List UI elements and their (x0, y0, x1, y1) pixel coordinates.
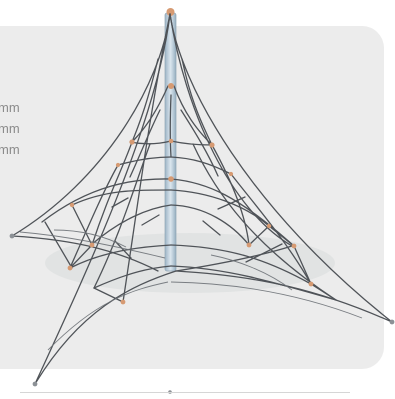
dimension-unit-1: mm (0, 100, 20, 115)
mast-top-cap (166, 8, 175, 16)
secondary-rope-lines (19, 229, 363, 351)
dimension-unit-2: mm (0, 121, 20, 136)
base-line (20, 392, 350, 393)
dimension-unit-3: mm (0, 142, 20, 157)
dimension-list: mm mm mm (0, 97, 58, 160)
rope-connectors (67, 83, 314, 305)
rope-net (11, 13, 393, 385)
